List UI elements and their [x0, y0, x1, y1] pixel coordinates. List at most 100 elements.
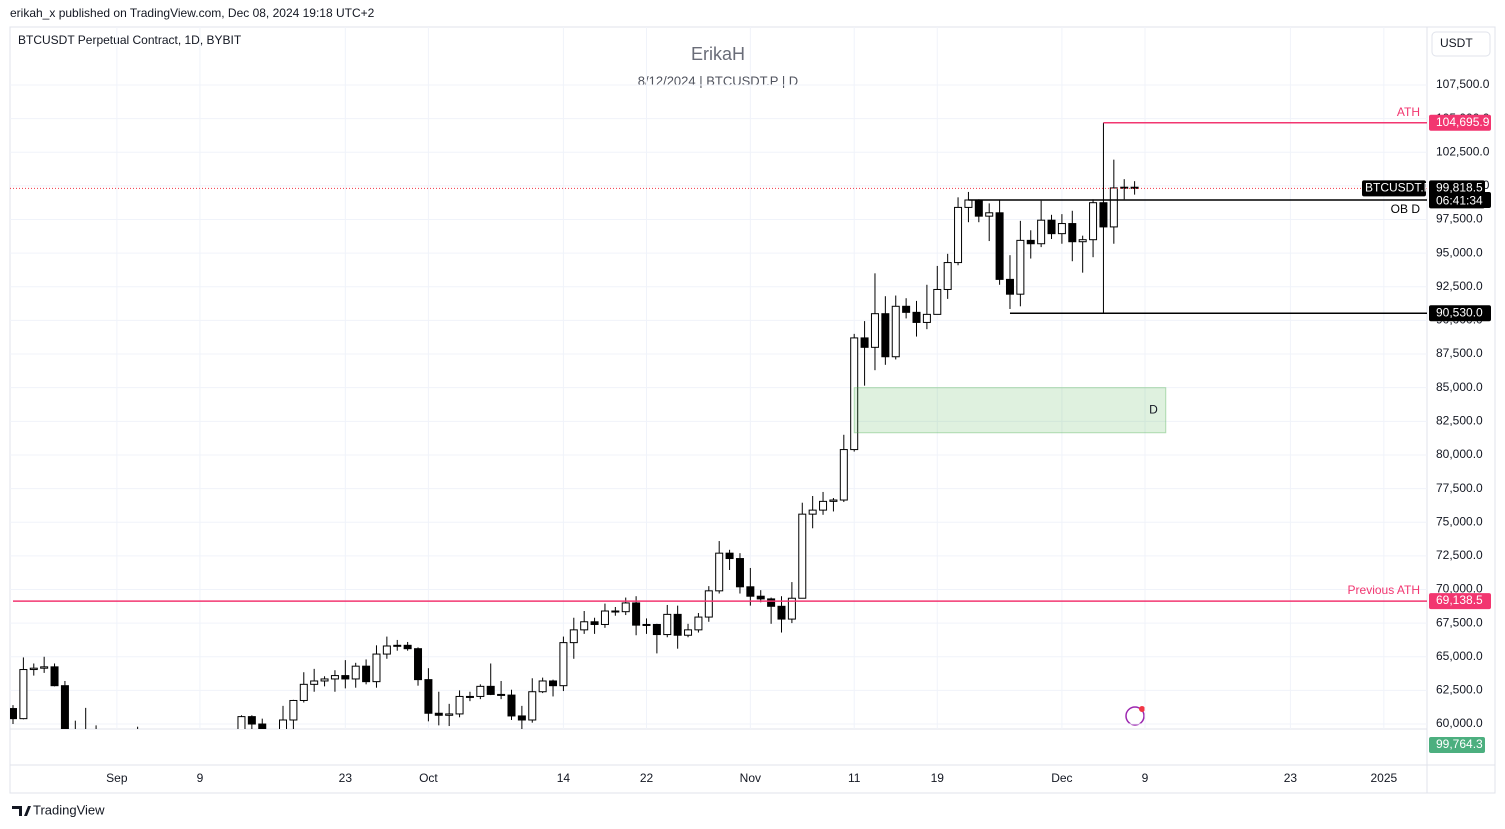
candle-body — [559, 642, 568, 687]
candle-body — [1037, 219, 1046, 245]
candle-body — [621, 602, 630, 613]
candle-body — [29, 667, 38, 671]
candle-body — [694, 616, 703, 631]
candle-body — [590, 621, 599, 625]
candle-body — [933, 288, 942, 315]
candle-body — [1026, 239, 1035, 245]
level-name: OB D — [1391, 202, 1421, 216]
countdown: 06:41:34 — [1436, 193, 1483, 207]
candle-body — [611, 610, 620, 613]
indicator-box — [1429, 737, 1485, 753]
candle-body — [486, 685, 495, 695]
candle-body — [819, 500, 828, 511]
candle-body — [715, 552, 724, 592]
candle-body — [40, 666, 49, 669]
candle-body — [767, 598, 776, 607]
candle-body — [1120, 186, 1129, 189]
candle-body — [912, 311, 921, 323]
candle-body — [642, 623, 651, 626]
candle-body — [839, 449, 848, 501]
currency-button[interactable] — [1431, 31, 1491, 57]
candle-body — [372, 653, 381, 683]
candle-body — [176, 803, 183, 806]
y-tick-label: 102,500.0 — [1436, 144, 1490, 158]
y-tick-label: 85,000.0 — [1436, 380, 1483, 394]
candle-body — [528, 691, 537, 721]
chart-title: ErikaH — [691, 44, 745, 64]
x-tick-label: 2025 — [1370, 771, 1397, 785]
candle-body — [725, 552, 734, 560]
candle-body — [414, 648, 423, 681]
candle-body — [1078, 239, 1087, 243]
candle-body — [434, 712, 443, 716]
candle-body — [1130, 186, 1139, 189]
candle-body — [289, 699, 298, 721]
y-tick-label: 62,500.0 — [1436, 683, 1483, 697]
candle-body — [735, 558, 744, 588]
plot-area — [10, 27, 1427, 806]
candle-body — [247, 716, 256, 725]
candle-body — [922, 313, 931, 323]
y-tick-label: 67,500.0 — [1436, 615, 1483, 629]
candle-body — [632, 602, 641, 626]
candle-body — [1016, 239, 1025, 295]
candle-body — [860, 337, 869, 348]
candle-body — [798, 513, 807, 599]
candle-body — [580, 621, 589, 631]
candle-body — [549, 680, 558, 687]
alert-dot — [1139, 706, 1145, 712]
level-name: Previous ATH — [1348, 583, 1420, 597]
candle-body — [507, 694, 516, 717]
level-price-box — [1429, 593, 1491, 610]
candle-body — [808, 509, 817, 515]
candle-body — [1089, 202, 1098, 241]
candle-body — [341, 675, 350, 680]
candle-body — [995, 212, 1004, 280]
indicator-value: 99,764.3 — [1436, 737, 1483, 751]
level-price: 69,138.5 — [1436, 593, 1483, 607]
candle-body — [237, 716, 246, 729]
candle-body — [673, 613, 682, 636]
candle-body — [538, 680, 547, 693]
candle-body — [881, 313, 890, 358]
x-tick-label: 9 — [1142, 771, 1149, 785]
y-tick-label: 107,500.0 — [1436, 77, 1490, 91]
published-note: erikah_x published on TradingView.com, D… — [10, 6, 375, 20]
candle-body — [10, 708, 17, 720]
candle-body — [777, 605, 786, 620]
candle-body — [351, 665, 360, 680]
candle-body — [258, 723, 267, 729]
candle-body — [964, 199, 973, 208]
last-price: 99,818.5 — [1436, 180, 1483, 194]
candle-body — [1005, 278, 1014, 295]
y-tick-label: 82,500.0 — [1436, 413, 1483, 427]
alert-icon[interactable] — [1125, 706, 1145, 726]
candle-body — [1057, 223, 1066, 235]
last-name-box — [1362, 180, 1426, 197]
y-tick-label: 70,000.0 — [1436, 582, 1483, 596]
candle-body — [330, 675, 339, 680]
candle-body — [684, 629, 693, 636]
candle-body — [279, 719, 288, 729]
y-tick-label: 75,000.0 — [1436, 514, 1483, 528]
candle-body — [517, 715, 526, 721]
candle-body — [746, 586, 755, 597]
y-tick-label: 72,500.0 — [1436, 548, 1483, 562]
symbol: BTCUSDT Perpetual Contract, 1D, BYBIT — [18, 33, 242, 47]
x-tick-label: 22 — [640, 771, 654, 785]
x-tick-label: 23 — [339, 771, 353, 785]
candle-body — [445, 713, 454, 716]
x-tick-label: Dec — [1051, 771, 1072, 785]
candle-body — [465, 695, 474, 698]
y-tick-label: 92,500.0 — [1436, 279, 1483, 293]
candle-body — [1068, 223, 1077, 243]
x-tick-label: 14 — [557, 771, 571, 785]
chart-frame — [9, 26, 1496, 794]
candle-body — [569, 629, 578, 644]
candle-body — [1099, 202, 1108, 228]
candle-body — [663, 613, 672, 636]
level-price: 90,530.0 — [1436, 305, 1483, 319]
chart-subtitle: 8/12/2024 | BTCUSDT.P | D — [638, 73, 798, 88]
